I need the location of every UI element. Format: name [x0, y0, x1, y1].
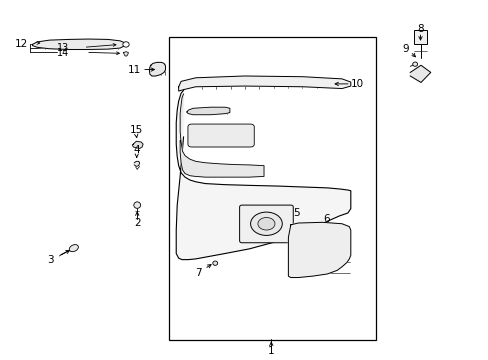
Ellipse shape — [122, 42, 129, 47]
Text: 5: 5 — [293, 208, 299, 218]
Polygon shape — [176, 90, 350, 260]
Polygon shape — [134, 161, 140, 166]
Text: 8: 8 — [416, 24, 423, 34]
Text: 15: 15 — [129, 125, 142, 135]
Text: 14: 14 — [57, 48, 69, 58]
Polygon shape — [180, 94, 264, 177]
Polygon shape — [32, 39, 125, 49]
Ellipse shape — [69, 244, 78, 252]
Text: 6: 6 — [323, 215, 329, 224]
Polygon shape — [186, 107, 229, 115]
Ellipse shape — [250, 212, 282, 235]
Ellipse shape — [412, 62, 417, 66]
Text: 1: 1 — [267, 346, 274, 356]
Bar — [168, 37, 375, 339]
Text: 11: 11 — [128, 64, 141, 75]
Ellipse shape — [134, 202, 141, 208]
Text: 9: 9 — [401, 44, 408, 54]
Ellipse shape — [257, 217, 274, 230]
Polygon shape — [178, 76, 350, 91]
Text: 13: 13 — [57, 43, 69, 53]
Text: 7: 7 — [194, 267, 201, 278]
FancyBboxPatch shape — [187, 124, 254, 147]
FancyBboxPatch shape — [239, 205, 293, 243]
Text: 2: 2 — [134, 218, 140, 228]
Text: 10: 10 — [350, 79, 364, 89]
Text: 12: 12 — [15, 39, 28, 49]
Polygon shape — [123, 51, 128, 56]
Polygon shape — [149, 62, 165, 76]
Ellipse shape — [212, 261, 217, 265]
Text: 3: 3 — [47, 255, 54, 265]
Polygon shape — [288, 222, 350, 278]
Polygon shape — [409, 65, 430, 82]
Text: 4: 4 — [133, 144, 140, 154]
Polygon shape — [132, 141, 143, 148]
Bar — [413, 30, 427, 44]
